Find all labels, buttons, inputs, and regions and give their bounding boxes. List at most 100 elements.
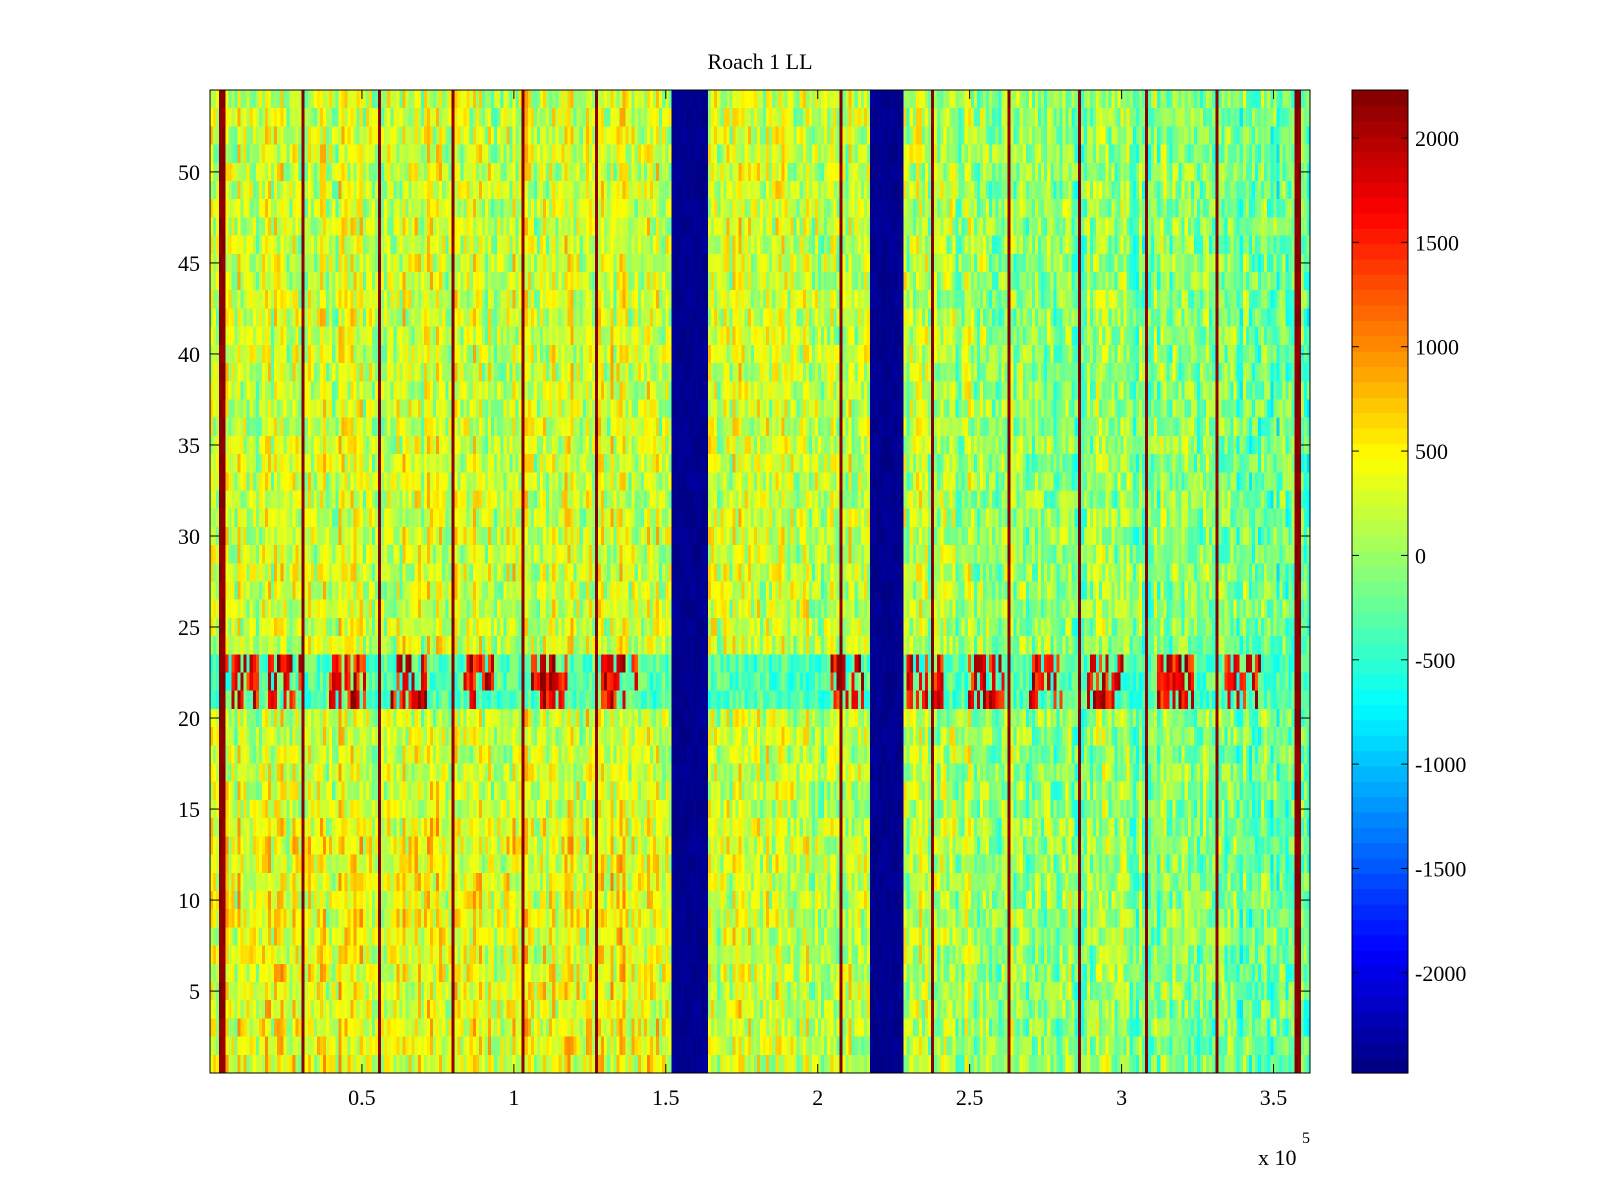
colorbar-axis: 2000 1500 1000 500 0 -500 -1000 -1500 -2000 xyxy=(1352,126,1466,986)
colorbar-segment xyxy=(1352,689,1408,705)
colorbar-segment xyxy=(1352,1042,1408,1059)
colorbar-segment xyxy=(1352,1011,1408,1028)
y-tick-label: 25 xyxy=(178,615,200,640)
heatmap-cells xyxy=(210,90,1310,1073)
colorbar-segment xyxy=(1352,873,1408,890)
colorbar-segment xyxy=(1352,412,1408,429)
colorbar-segment xyxy=(1352,335,1408,352)
colorbar-segment xyxy=(1352,427,1408,444)
colorbar-segment xyxy=(1352,811,1408,828)
colorbar-segment xyxy=(1352,136,1408,153)
colorbar-segment xyxy=(1352,719,1408,736)
x-tick-label: 3.5 xyxy=(1260,1085,1288,1110)
x-axis: 0.5 1 1.5 2 2.5 3 3.5 xyxy=(348,90,1287,1110)
x-tick-label: 2.5 xyxy=(956,1085,984,1110)
y-tick-label: 35 xyxy=(178,433,200,458)
colorbar-tick-label: -2000 xyxy=(1415,961,1466,986)
colorbar-segment xyxy=(1352,535,1408,552)
y-tick-label: 40 xyxy=(178,342,200,367)
colorbar-tick-label: 1500 xyxy=(1415,230,1459,255)
colorbar-tick-label: -500 xyxy=(1415,648,1455,673)
colorbar-segment xyxy=(1352,750,1408,767)
y-tick-label: 10 xyxy=(178,888,200,913)
colorbar-segment xyxy=(1352,658,1408,675)
colorbar-segment xyxy=(1352,397,1408,414)
colorbar-segment xyxy=(1352,274,1408,291)
x-tick-label: 2 xyxy=(812,1085,823,1110)
colorbar-tick-label: -1000 xyxy=(1415,752,1466,777)
plot-frame xyxy=(209,89,1311,1074)
colorbar-segment xyxy=(1352,673,1408,690)
colorbar-segment xyxy=(1352,305,1408,321)
colorbar-segment xyxy=(1352,566,1408,583)
colorbar-segment xyxy=(1352,996,1408,1013)
colorbar-segment xyxy=(1352,919,1408,936)
colorbar-segment xyxy=(1352,105,1408,122)
colorbar-segment xyxy=(1352,381,1408,398)
colorbar-segment xyxy=(1352,642,1408,659)
colorbar-segment xyxy=(1352,258,1408,275)
colorbar-segment xyxy=(1352,581,1408,598)
colorbar-segment xyxy=(1352,504,1408,521)
colorbar-segment xyxy=(1352,965,1408,982)
colorbar-segment xyxy=(1352,1057,1408,1074)
colorbar-segment xyxy=(1352,120,1408,137)
x-tick-label: 1 xyxy=(508,1085,519,1110)
colorbar-segment xyxy=(1352,489,1408,506)
colorbar-segment xyxy=(1352,458,1408,475)
colorbar-segment xyxy=(1352,473,1408,490)
x-axis-multiplier: x 10 xyxy=(1258,1145,1297,1170)
colorbar-segment xyxy=(1352,520,1408,537)
x-tick-label: 0.5 xyxy=(348,1085,376,1110)
colorbar-segment xyxy=(1352,950,1408,967)
colorbar-segment xyxy=(1352,857,1408,874)
colorbar-segment xyxy=(1352,765,1408,782)
colorbar-segment xyxy=(1352,320,1408,337)
x-tick-label: 3 xyxy=(1116,1085,1127,1110)
colorbar-segment xyxy=(1352,182,1408,199)
y-tick-label: 20 xyxy=(178,706,200,731)
colorbar-tick-label: 1000 xyxy=(1415,335,1459,360)
y-tick-label: 5 xyxy=(189,979,200,1004)
colorbar-segment xyxy=(1352,612,1408,629)
colorbar-tick-label: 2000 xyxy=(1415,126,1459,151)
colorbar-frame xyxy=(1351,89,1409,1074)
colorbar-tick-label: -1500 xyxy=(1415,856,1466,881)
colorbar-segment xyxy=(1352,1026,1408,1043)
colorbar-segment xyxy=(1352,781,1408,798)
colorbar-segment xyxy=(1352,166,1408,183)
x-axis-multiplier-exponent: 5 xyxy=(1302,1130,1310,1147)
y-tick-label: 15 xyxy=(178,797,200,822)
y-tick-label: 50 xyxy=(178,160,200,185)
colorbar-segment xyxy=(1352,197,1408,214)
colorbar-segment xyxy=(1352,934,1408,951)
colorbar-segment xyxy=(1352,228,1408,245)
colorbar-segment xyxy=(1352,704,1408,721)
colorbar-segment xyxy=(1352,888,1408,905)
colorbar xyxy=(1352,90,1408,1074)
colorbar-segment xyxy=(1352,904,1408,921)
colorbar-segment xyxy=(1352,980,1408,997)
colorbar-tick-label: 0 xyxy=(1415,543,1426,568)
colorbar-segment xyxy=(1352,842,1408,859)
chart-title: Roach 1 LL xyxy=(707,49,812,74)
colorbar-segment xyxy=(1352,627,1408,644)
x-tick-label: 1.5 xyxy=(652,1085,680,1110)
heatmap xyxy=(210,90,1310,1073)
colorbar-segment xyxy=(1352,289,1408,306)
colorbar-segment xyxy=(1352,351,1408,368)
y-tick-label: 45 xyxy=(178,251,200,276)
y-tick-label: 30 xyxy=(178,524,200,549)
colorbar-segment xyxy=(1352,243,1408,260)
colorbar-segment xyxy=(1352,212,1408,229)
colorbar-segment xyxy=(1352,796,1408,813)
colorbar-segment xyxy=(1352,443,1408,460)
colorbar-segment xyxy=(1352,90,1408,106)
colorbar-tick-label: 500 xyxy=(1415,439,1448,464)
colorbar-segment xyxy=(1352,550,1408,567)
colorbar-segment xyxy=(1352,366,1408,383)
colorbar-segment xyxy=(1352,827,1408,844)
colorbar-segment xyxy=(1352,596,1408,613)
